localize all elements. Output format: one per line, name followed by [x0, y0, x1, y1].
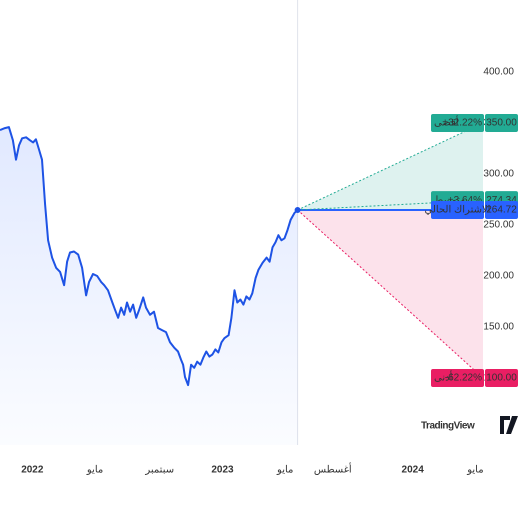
price-flag	[485, 368, 518, 387]
x-tick-label: مايو	[86, 465, 103, 476]
target-change: -62.22%	[445, 373, 482, 384]
target-name: أدنى	[434, 371, 453, 384]
target-change: +3.64%	[448, 195, 482, 206]
x-tick-label: مايو	[466, 465, 483, 476]
flag-box	[431, 368, 484, 387]
x-tick-label: مايو	[276, 465, 293, 476]
price-flag-label: 100.00	[486, 373, 517, 384]
downside-zone	[297, 209, 483, 378]
tv-logo	[500, 416, 518, 434]
x-tick-label: 2022	[21, 465, 44, 476]
price-flag-label: 264.72	[486, 205, 517, 216]
y-tick-label: 400.00	[483, 67, 514, 78]
y-tick-label: 300.00	[483, 169, 514, 180]
current-point	[294, 206, 301, 213]
price-flag	[485, 200, 518, 219]
forecast-line	[297, 199, 484, 211]
target-name: متوسط	[434, 195, 465, 206]
y-tick-label: 200.00	[483, 271, 514, 282]
price-line	[0, 126, 299, 387]
upside-zone	[297, 123, 483, 210]
y-tick-label: 150.00	[483, 322, 514, 333]
x-tick-label: 2023	[211, 465, 234, 476]
flag-box	[431, 200, 484, 219]
price-area	[0, 127, 298, 445]
target-name: أقصى	[434, 116, 459, 129]
x-tick-label: سبتمبر	[144, 465, 174, 476]
price-flag	[485, 114, 518, 133]
target-change: +32.22%	[442, 118, 482, 129]
current-name: الاشتراك الحالي	[425, 205, 491, 216]
forecast-line	[297, 209, 484, 379]
price-flag-label: 350.00	[486, 118, 517, 129]
price-flag-label: 274.34	[486, 195, 517, 206]
flag-box	[431, 114, 484, 133]
y-tick-label: 250.00	[483, 220, 514, 231]
x-tick-label: 2024	[402, 465, 425, 476]
watermark: TradingView	[421, 421, 475, 432]
x-tick-label: أغسطس	[314, 463, 352, 476]
